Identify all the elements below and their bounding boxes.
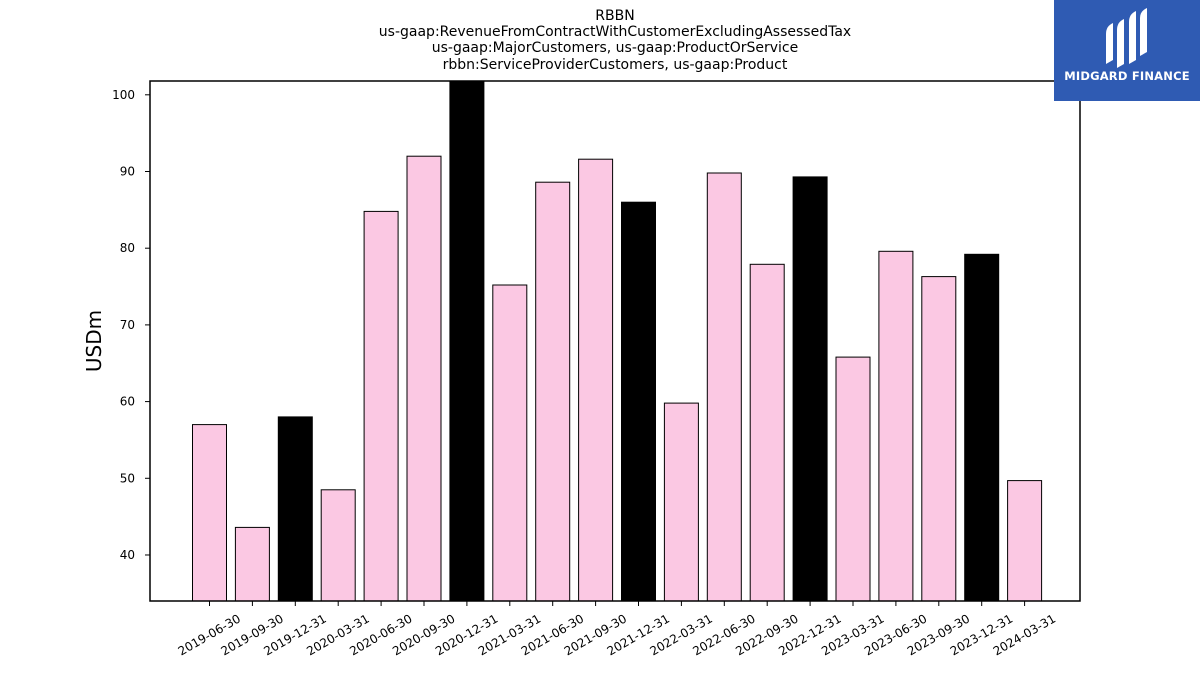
chart-title-line-3: us-gaap:MajorCustomers, us-gaap:ProductO… bbox=[432, 40, 798, 56]
bar-2021-09-30 bbox=[578, 158, 614, 602]
chart-title: RBBN us-gaap:RevenueFromContractWithCust… bbox=[379, 8, 851, 73]
bar-2022-09-30 bbox=[749, 263, 785, 602]
y-tick-label: 60 bbox=[120, 395, 135, 409]
bar-2023-12-31 bbox=[964, 253, 1000, 602]
bar-2019-06-30 bbox=[192, 424, 227, 602]
brand-name: MIDGARD FINANCE bbox=[1064, 69, 1190, 83]
bar-2021-12-31 bbox=[621, 201, 656, 602]
chart-title-line-4: rbbn:ServiceProviderCustomers, us-gaap:P… bbox=[443, 57, 788, 73]
y-axis: 40 50 60 70 80 90 100 bbox=[112, 88, 150, 562]
bar-2023-09-30 bbox=[921, 276, 957, 602]
bar-2020-09-30 bbox=[406, 155, 442, 602]
y-tick-label: 80 bbox=[120, 241, 135, 255]
bar-2019-09-30 bbox=[234, 526, 270, 602]
bar-2020-06-30 bbox=[363, 210, 399, 602]
bar-2020-12-31 bbox=[449, 80, 485, 602]
bar-2023-06-30 bbox=[878, 250, 914, 602]
y-axis-label: USDm bbox=[82, 310, 106, 372]
bar-2022-12-31 bbox=[792, 176, 828, 602]
y-tick-label: 50 bbox=[120, 471, 135, 485]
midgard-logo-icon bbox=[1106, 8, 1147, 68]
chart-title-line-2: us-gaap:RevenueFromContractWithCustomerE… bbox=[379, 24, 851, 40]
bar-2022-03-31 bbox=[663, 402, 699, 602]
y-tick-label: 40 bbox=[120, 548, 135, 562]
bar-2024-03-31 bbox=[1007, 480, 1043, 602]
bar-2022-06-30 bbox=[706, 172, 742, 602]
bar-2021-03-31 bbox=[492, 284, 528, 602]
brand-logo: MIDGARD FINANCE bbox=[1054, 0, 1200, 101]
bar-2023-03-31 bbox=[835, 356, 871, 602]
bars bbox=[192, 80, 1043, 602]
chart-title-line-1: RBBN bbox=[595, 8, 634, 24]
y-tick-label: 100 bbox=[112, 88, 135, 102]
bar-2020-03-31 bbox=[320, 489, 356, 602]
bar-2021-06-30 bbox=[535, 181, 571, 602]
y-tick-label: 90 bbox=[120, 165, 135, 179]
y-tick-label: 70 bbox=[120, 318, 135, 332]
bar-2019-12-31 bbox=[277, 416, 313, 602]
plot-area-frame bbox=[149, 80, 1081, 602]
x-axis: 2019-06-302019-09-302019-12-312020-03-31… bbox=[176, 601, 1058, 658]
